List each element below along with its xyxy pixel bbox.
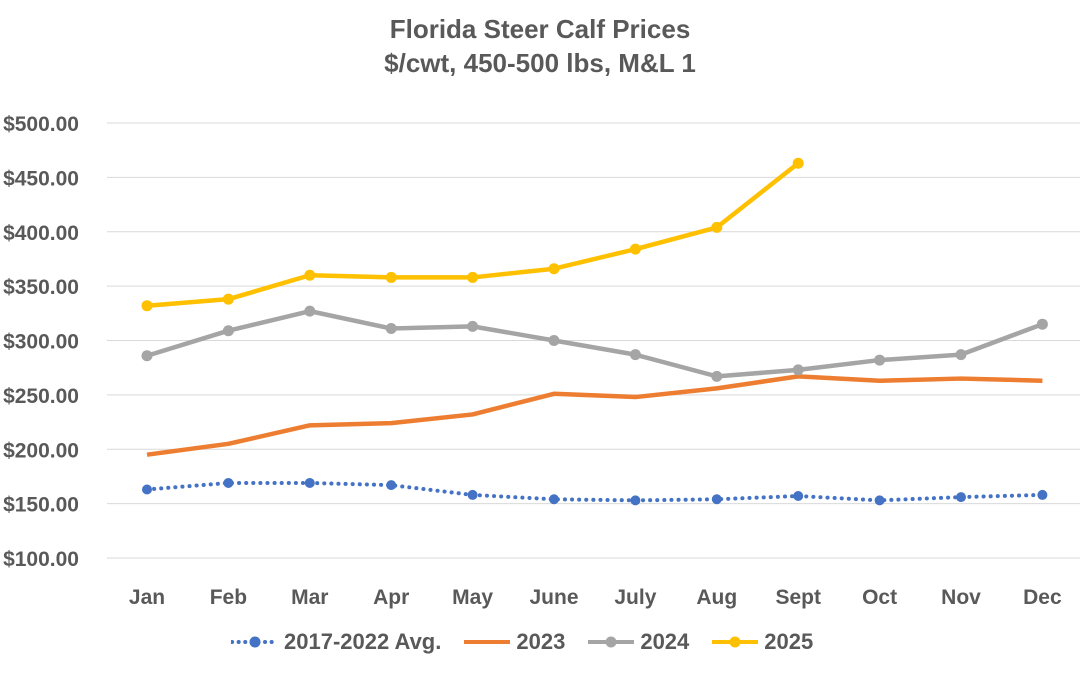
legend-marker-2025 — [729, 636, 741, 648]
y-axis-label: $400.00 — [3, 222, 79, 245]
y-axis-label: $350.00 — [3, 276, 79, 299]
x-axis-label: Sept — [775, 586, 821, 609]
chart-title: Florida Steer Calf Prices $/cwt, 450-500… — [0, 12, 1080, 80]
legend-item-2025: 2025 — [711, 629, 813, 655]
x-axis-label: May — [452, 586, 493, 609]
legend-item-2017-2022-avg: 2017-2022 Avg. — [231, 629, 441, 655]
data-point-2017-2022-avg-feb — [223, 477, 234, 488]
y-axis-label: $300.00 — [3, 331, 79, 354]
x-axis-label: July — [614, 586, 656, 609]
series-line-2023 — [146, 374, 1043, 457]
data-point-2017-2022-avg-oct — [874, 495, 885, 506]
legend-label-2023: 2023 — [516, 629, 566, 654]
data-point-2025-sept — [792, 157, 804, 169]
legend-label-2025: 2025 — [764, 629, 814, 654]
data-point-2017-2022-avg-apr — [386, 480, 397, 491]
data-point-2025-july — [629, 243, 641, 255]
legend: 2017-2022 Avg. 2023 2024 2025 — [231, 629, 813, 655]
data-point-2017-2022-avg-may — [467, 489, 478, 500]
x-axis-label: Aug — [696, 586, 737, 609]
data-point-2024-june — [548, 335, 560, 346]
data-point-2024-jan — [141, 350, 153, 362]
x-axis-label: Oct — [862, 586, 897, 609]
data-point-2017-2022-avg-june — [549, 494, 559, 505]
x-axis-label: Mar — [291, 586, 328, 609]
data-point-2025-mar — [304, 269, 316, 281]
y-axis-label: $250.00 — [3, 385, 79, 408]
data-point-2017-2022-avg-nov — [956, 492, 966, 503]
data-point-2024-nov — [955, 349, 967, 361]
data-point-2024-dec — [1036, 318, 1048, 330]
y-axis-label: $200.00 — [3, 439, 79, 462]
legend-swatch-2024 — [588, 636, 635, 648]
data-point-2025-feb — [222, 293, 234, 305]
legend-marker-2017-2022-avg — [249, 636, 261, 648]
y-axis-label: $500.00 — [3, 113, 79, 136]
data-point-2024-oct — [874, 354, 886, 366]
data-point-2025-may — [467, 271, 479, 283]
data-point-2025-aug — [711, 221, 723, 233]
data-point-2024-july — [629, 349, 641, 361]
data-point-2024-mar — [304, 305, 316, 317]
series-line-2025 — [146, 161, 800, 308]
data-point-2017-2022-avg-aug — [711, 494, 722, 505]
chart-title-line1: Florida Steer Calf Prices — [389, 14, 691, 44]
data-point-2017-2022-avg-dec — [1037, 489, 1048, 500]
series-line-2024 — [146, 308, 1044, 379]
legend-swatch-2017-2022-avg — [231, 636, 279, 648]
legend-item-2024: 2024 — [587, 629, 689, 655]
x-axis-label: June — [529, 586, 578, 609]
x-axis-label: Nov — [941, 586, 981, 609]
data-point-2024-sept — [792, 364, 804, 376]
data-point-2017-2022-avg-jan — [142, 484, 152, 495]
x-axis-label: Jan — [129, 586, 165, 609]
y-axis-label: $100.00 — [3, 548, 79, 571]
data-point-2024-feb — [222, 325, 234, 337]
x-axis-label: Apr — [373, 586, 409, 609]
x-axis-label: Feb — [210, 586, 247, 609]
data-point-2017-2022-avg-sept — [793, 491, 804, 502]
legend-swatch-2025 — [712, 636, 759, 648]
chart-title-line2: $/cwt, 450-500 lbs, M&L 1 — [384, 48, 696, 78]
legend-label-2024: 2024 — [640, 629, 690, 654]
x-axis-label: Dec — [1023, 586, 1062, 609]
data-point-2025-june — [548, 263, 560, 275]
data-point-2024-apr — [385, 323, 397, 335]
series-line-2017-2022-avg — [145, 480, 1045, 503]
legend-swatch-2023 — [464, 640, 511, 644]
data-point-2017-2022-avg-july — [630, 495, 641, 506]
y-axis-label: $150.00 — [3, 494, 79, 517]
data-point-2024-aug — [711, 370, 723, 382]
legend-marker-2024 — [605, 636, 617, 648]
data-point-2025-jan — [141, 300, 153, 312]
data-point-2025-apr — [385, 271, 397, 283]
y-axis-label: $450.00 — [3, 167, 79, 190]
legend-label-2017-2022-avg: 2017-2022 Avg. — [284, 629, 442, 654]
data-point-2024-may — [467, 320, 479, 332]
legend-item-2023: 2023 — [463, 629, 565, 655]
data-point-2017-2022-avg-mar — [304, 477, 315, 488]
